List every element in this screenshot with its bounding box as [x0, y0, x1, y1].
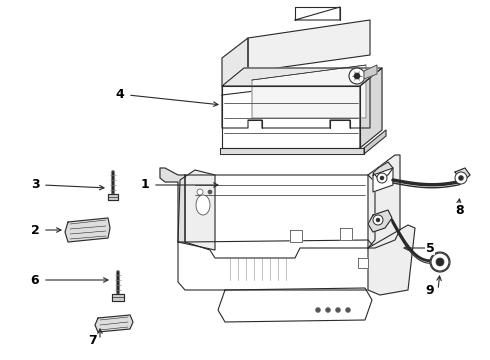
Polygon shape — [373, 168, 393, 192]
Text: 2: 2 — [31, 224, 39, 237]
Text: 6: 6 — [31, 274, 39, 287]
Text: 8: 8 — [456, 203, 465, 216]
Polygon shape — [364, 130, 386, 154]
Circle shape — [354, 73, 360, 79]
Polygon shape — [368, 210, 392, 232]
Ellipse shape — [196, 195, 210, 215]
Text: 5: 5 — [426, 242, 434, 255]
Polygon shape — [178, 170, 215, 250]
Text: 7: 7 — [88, 333, 97, 346]
Polygon shape — [373, 162, 393, 178]
Circle shape — [316, 307, 320, 312]
Circle shape — [336, 307, 341, 312]
Polygon shape — [178, 240, 375, 290]
Text: 1: 1 — [141, 179, 149, 192]
Circle shape — [377, 173, 387, 183]
Polygon shape — [252, 65, 366, 118]
Polygon shape — [364, 65, 377, 79]
Text: 4: 4 — [116, 89, 124, 102]
Circle shape — [345, 307, 350, 312]
Polygon shape — [340, 228, 352, 240]
Polygon shape — [290, 230, 302, 242]
Text: 3: 3 — [31, 179, 39, 192]
Circle shape — [455, 172, 467, 184]
Polygon shape — [248, 20, 370, 72]
Circle shape — [373, 215, 383, 225]
Polygon shape — [95, 315, 133, 332]
Polygon shape — [218, 288, 372, 322]
Circle shape — [380, 176, 384, 180]
Text: 9: 9 — [426, 284, 434, 297]
Polygon shape — [360, 68, 382, 148]
Circle shape — [349, 68, 365, 84]
Polygon shape — [455, 168, 470, 182]
Circle shape — [459, 175, 464, 180]
Polygon shape — [368, 225, 415, 295]
Circle shape — [325, 307, 330, 312]
Polygon shape — [368, 155, 400, 248]
Circle shape — [208, 190, 212, 194]
Circle shape — [430, 252, 450, 272]
Circle shape — [197, 189, 203, 195]
Polygon shape — [295, 7, 340, 20]
Polygon shape — [160, 168, 185, 242]
Polygon shape — [220, 148, 364, 154]
Polygon shape — [222, 38, 248, 95]
Polygon shape — [185, 175, 375, 258]
Polygon shape — [222, 77, 370, 128]
Polygon shape — [65, 218, 110, 242]
Polygon shape — [108, 194, 118, 200]
Circle shape — [376, 218, 380, 222]
Circle shape — [436, 258, 444, 266]
Polygon shape — [358, 258, 368, 268]
Polygon shape — [112, 294, 124, 301]
Polygon shape — [222, 86, 360, 148]
Polygon shape — [222, 68, 382, 86]
